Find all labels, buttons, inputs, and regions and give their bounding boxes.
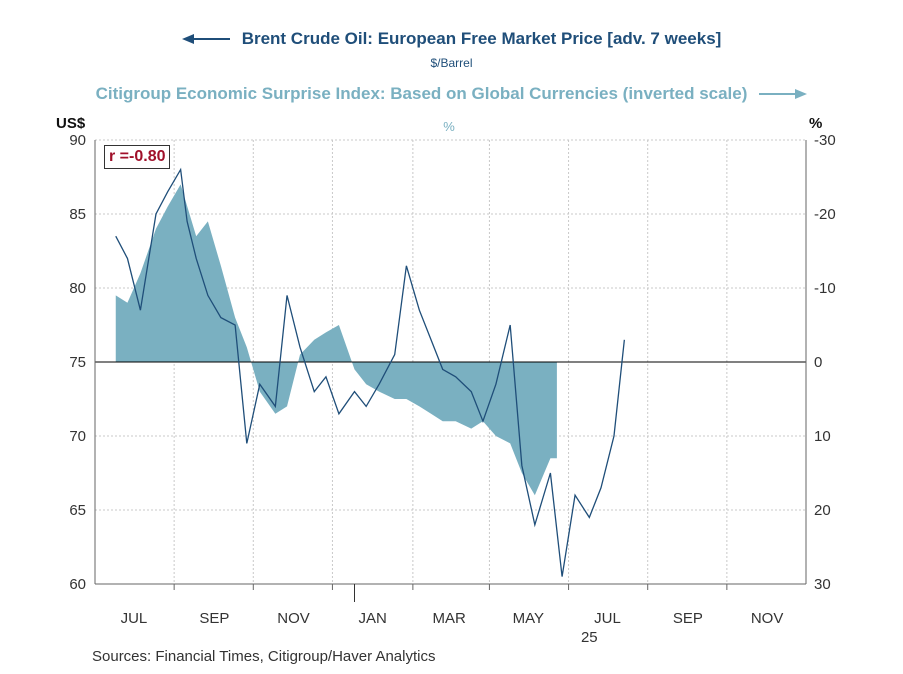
x-tick-label: SEP bbox=[673, 610, 703, 627]
x-tick-label: JUL bbox=[594, 610, 621, 627]
brent-line-path bbox=[115, 167, 626, 577]
right-tick-label: 30 bbox=[814, 576, 831, 593]
right-tick-label: -10 bbox=[814, 280, 836, 297]
left-tick-label: 70 bbox=[69, 428, 86, 445]
surprise-series-title: Citigroup Economic Surprise Index: Based… bbox=[0, 84, 903, 105]
x-tick-label: NOV bbox=[751, 610, 784, 627]
year-label: 25 bbox=[581, 629, 598, 646]
chart-frame bbox=[94, 140, 807, 602]
left-tick-label: 85 bbox=[69, 206, 86, 223]
brent-line bbox=[115, 167, 626, 577]
brent-unit-label: $/Barrel bbox=[430, 56, 473, 70]
correlation-annotation: r =-0.80 bbox=[104, 145, 171, 169]
right-tick-label: 20 bbox=[814, 502, 831, 519]
left-tick-label: 60 bbox=[69, 576, 86, 593]
axis-labels: 60 65 70 75 80 85 90 -30 -20 -10 0 10 20 30 JUL SEP NOV J… bbox=[69, 119, 836, 646]
x-tick-label: MAR bbox=[433, 610, 467, 627]
surprise-title-text: Citigroup Economic Surprise Index: Based… bbox=[95, 84, 748, 103]
sources-note: Sources: Financial Times, Citigroup/Have… bbox=[92, 648, 436, 665]
surprise-unit-label: % bbox=[443, 119, 455, 134]
arrow-left-icon bbox=[181, 30, 232, 50]
left-tick-label: 90 bbox=[69, 132, 86, 149]
x-tick-label: MAY bbox=[513, 610, 544, 627]
x-tick-label: SEP bbox=[199, 610, 229, 627]
left-tick-label: 65 bbox=[69, 502, 86, 519]
right-tick-label: -20 bbox=[814, 206, 836, 223]
right-axis-unit: % bbox=[809, 115, 823, 132]
right-tick-label: 0 bbox=[814, 354, 822, 371]
brent-title-text: Brent Crude Oil: European Free Market Pr… bbox=[241, 29, 722, 48]
arrow-right-icon bbox=[757, 85, 808, 105]
right-tick-label: -30 bbox=[814, 132, 836, 149]
x-tick-label: JAN bbox=[358, 610, 386, 627]
left-tick-label: 75 bbox=[69, 354, 86, 371]
x-tick-label: JUL bbox=[121, 610, 148, 627]
right-tick-label: 10 bbox=[814, 428, 831, 445]
correlation-text: r =-0.80 bbox=[109, 148, 166, 165]
x-tick-label: NOV bbox=[277, 610, 310, 627]
brent-series-title: Brent Crude Oil: European Free Market Pr… bbox=[0, 29, 903, 50]
left-tick-label: 80 bbox=[69, 280, 86, 297]
surprise-area-shape bbox=[115, 184, 557, 496]
surprise-area bbox=[115, 184, 557, 496]
left-axis-unit: US$ bbox=[56, 115, 86, 132]
